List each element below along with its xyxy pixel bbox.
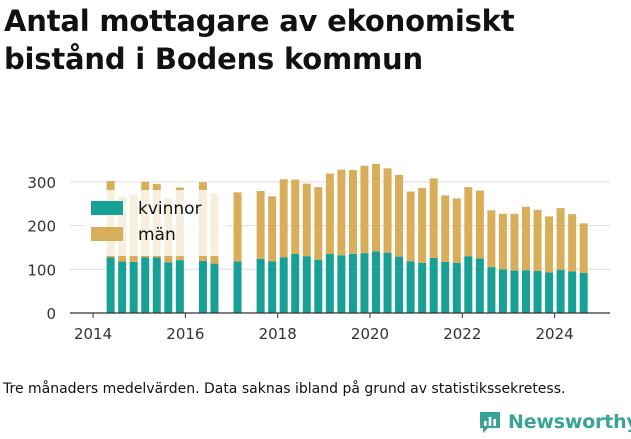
bar-man xyxy=(568,214,577,272)
bar-man xyxy=(256,191,265,259)
bar-man xyxy=(418,187,427,263)
bar-kvinnor xyxy=(383,252,392,313)
bar-man xyxy=(314,187,323,260)
bar-chart: 0 100 200 300 2014 2016 2018 2020 2022 2024 kvinn… xyxy=(27,163,610,340)
bar-kvinnor xyxy=(545,272,554,313)
bar-man xyxy=(360,165,369,254)
bar-man xyxy=(487,210,496,268)
bar-man xyxy=(302,183,311,257)
bar-man xyxy=(325,173,334,254)
bar-kvinnor xyxy=(406,261,415,313)
newsworthy-logo-icon xyxy=(480,412,500,433)
x-tick-label: 2020 xyxy=(351,325,389,340)
bar-man xyxy=(233,192,242,262)
bars xyxy=(106,163,588,313)
bar-man xyxy=(372,163,380,252)
bar-man xyxy=(395,174,404,257)
x-tick-label: 2022 xyxy=(443,325,481,340)
legend-label-kvinnor: kvinnor xyxy=(138,199,202,219)
bar-kvinnor xyxy=(325,253,334,313)
bar-kvinnor xyxy=(522,270,530,313)
bar-kvinnor xyxy=(314,259,323,313)
x-tick-label: 2014 xyxy=(74,325,112,340)
bar-kvinnor xyxy=(360,253,369,313)
bar-kvinnor xyxy=(302,256,311,313)
legend-label-man: män xyxy=(138,225,176,245)
bar-man xyxy=(556,208,565,270)
bar-kvinnor xyxy=(198,260,207,313)
bar-kvinnor xyxy=(441,261,450,313)
bar-man xyxy=(464,187,473,257)
y-tick-label: 100 xyxy=(27,261,56,279)
bar-kvinnor xyxy=(210,263,219,313)
bar-kvinnor xyxy=(279,257,288,313)
bar-man xyxy=(579,223,588,273)
bar-man xyxy=(545,216,554,273)
legend: kvinnor män xyxy=(84,190,226,256)
bar-kvinnor xyxy=(348,253,357,313)
bar-man xyxy=(441,195,450,262)
bar-kvinnor xyxy=(464,256,473,313)
bar-kvinnor xyxy=(418,262,427,313)
chart-title: Antal mottagare av ekonomiskt bistånd i … xyxy=(4,4,515,76)
bar-man xyxy=(268,196,277,262)
bar-kvinnor xyxy=(487,267,496,313)
bar-kvinnor xyxy=(579,272,588,313)
bar-kvinnor xyxy=(233,261,242,313)
x-tick-label: 2016 xyxy=(166,325,204,340)
bar-man xyxy=(406,191,415,262)
bar-man xyxy=(337,169,346,256)
bar-kvinnor xyxy=(556,269,565,313)
bar-kvinnor xyxy=(106,257,115,313)
legend-swatch-kvinnor xyxy=(91,201,123,215)
brand-logo[interactable]: Newsworthy xyxy=(477,408,631,436)
bar-man xyxy=(522,206,530,271)
bar-kvinnor xyxy=(129,261,138,313)
bar-kvinnor xyxy=(429,257,438,313)
bar-kvinnor xyxy=(452,262,461,313)
bar-man xyxy=(452,198,461,263)
bar-kvinnor xyxy=(533,271,542,313)
bar-kvinnor xyxy=(118,261,127,313)
bar-kvinnor xyxy=(510,270,519,313)
bar-kvinnor xyxy=(291,253,300,313)
x-tick-label: 2024 xyxy=(536,325,574,340)
bar-man xyxy=(429,178,438,258)
footnote: Tre månaders medelvärden. Data saknas ib… xyxy=(3,381,566,397)
bar-kvinnor xyxy=(152,257,161,313)
bar-kvinnor xyxy=(164,262,173,313)
y-tick-label: 200 xyxy=(27,218,56,236)
bar-kvinnor xyxy=(395,256,404,313)
bar-kvinnor xyxy=(568,271,577,313)
bar-man xyxy=(510,213,519,271)
bar-man xyxy=(475,190,484,259)
axes: 0 100 200 300 2014 2016 2018 2020 2022 2024 xyxy=(27,174,610,340)
bar-man xyxy=(291,179,300,254)
bar-man xyxy=(533,209,542,272)
bar-kvinnor xyxy=(372,251,380,313)
bar-man xyxy=(498,213,507,270)
brand-name: Newsworthy xyxy=(508,411,631,433)
bar-man xyxy=(383,168,392,253)
legend-swatch-man xyxy=(91,227,123,241)
bar-kvinnor xyxy=(256,258,265,313)
bar-kvinnor xyxy=(175,260,184,313)
bar-kvinnor xyxy=(498,269,507,313)
bar-kvinnor xyxy=(141,257,150,313)
bar-kvinnor xyxy=(475,258,484,313)
y-tick-label: 0 xyxy=(46,305,56,323)
y-tick-label: 300 xyxy=(27,174,56,192)
x-tick-label: 2018 xyxy=(259,325,297,340)
bar-kvinnor xyxy=(337,255,346,313)
bar-kvinnor xyxy=(268,261,277,313)
bar-man xyxy=(348,170,357,254)
bar-man xyxy=(279,179,288,258)
